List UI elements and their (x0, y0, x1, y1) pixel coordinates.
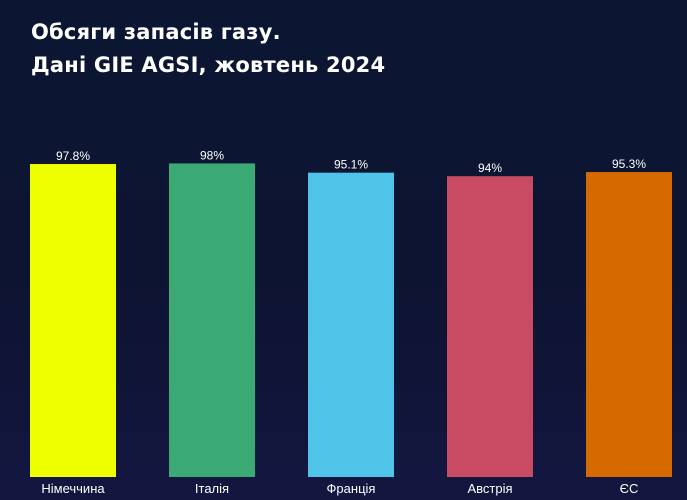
bar-value-label-5: 95.3% (612, 157, 646, 171)
category-label-4: Австрія (467, 481, 512, 496)
bar-5 (586, 172, 672, 478)
bar-value-label-4: 94% (478, 161, 502, 175)
category-label-5: ЄС (620, 481, 639, 496)
bar-3 (308, 172, 394, 477)
category-label-2: Італія (195, 481, 229, 496)
category-label-3: Франція (327, 481, 376, 496)
category-label-1: Німеччина (41, 481, 105, 496)
bar-4 (447, 176, 533, 477)
chart-title-line-2: Дані GIE AGSI, жовтень 2024 (31, 53, 386, 77)
chart-title: Обсяги запасів газу. Дані GIE AGSI, жовт… (31, 16, 385, 82)
bar-value-label-3: 95.1% (334, 158, 368, 172)
bar-value-label-1: 97.8% (56, 149, 90, 163)
chart-title-line-1: Обсяги запасів газу. (31, 20, 281, 44)
bar-1 (30, 164, 116, 478)
bar-value-label-2: 98% (200, 148, 224, 162)
bar-2 (169, 163, 255, 477)
